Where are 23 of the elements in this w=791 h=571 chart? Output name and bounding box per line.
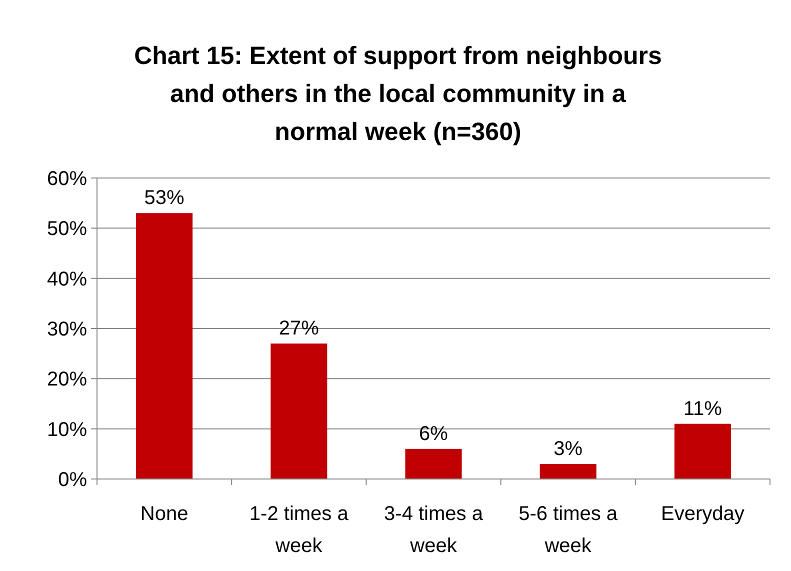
y-tick-label: 0% — [58, 469, 88, 491]
bar — [540, 464, 596, 479]
bar — [270, 344, 328, 479]
x-tick-label: 1-2 times a week — [249, 503, 350, 557]
x-tick-label: Everyday — [661, 503, 744, 525]
bar — [136, 213, 193, 479]
y-tick-label: 20% — [46, 368, 88, 391]
x-tick-label: None — [140, 503, 188, 525]
bar — [405, 448, 462, 479]
y-tick-label: 60% — [46, 168, 88, 190]
x-tick-label: 3-4 times a week — [384, 503, 484, 557]
data-label: 6% — [419, 422, 448, 445]
y-tick-label: 50% — [46, 218, 88, 240]
y-tick-label: 30% — [46, 318, 88, 340]
data-label: 27% — [278, 318, 320, 340]
data-label: 53% — [144, 187, 185, 210]
x-tick-label: 5-6 times a week — [518, 503, 618, 557]
y-tick-label: 10% — [46, 418, 88, 441]
y-tick-label: 40% — [46, 268, 88, 290]
chart-title: Chart 15: Extent of support from neighbours and others in the local community in a normal week (n=360) — [134, 42, 662, 146]
data-label: 3% — [554, 438, 583, 460]
bar — [674, 424, 731, 479]
data-label: 11% — [683, 398, 722, 420]
